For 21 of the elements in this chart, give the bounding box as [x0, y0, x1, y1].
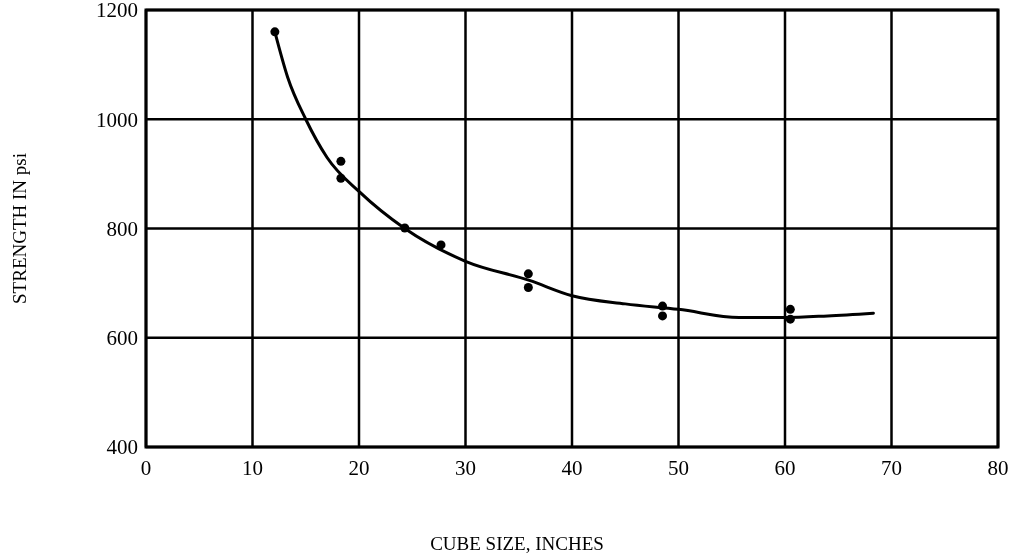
point [523, 269, 533, 279]
point [523, 283, 533, 292]
y-tick-label: 1000 [96, 107, 138, 132]
x-tick-label: 80 [987, 456, 1009, 480]
x-tick-label: 20 [348, 456, 370, 480]
x-tick-label: 10 [242, 456, 263, 480]
y-tick-label: 1200 [96, 0, 138, 23]
x-tick-label: 0 [140, 456, 152, 480]
y-tick-label: 400 [106, 435, 138, 460]
x-axis-title: CUBE SIZE, INCHES [430, 533, 604, 554]
x-tick-label: 50 [668, 456, 689, 480]
x-tick-label: 70 [881, 456, 902, 480]
x-tick-label: 60 [774, 456, 796, 480]
x-tick-label: 30 [455, 456, 476, 480]
y-axis-title: STRENGTH IN psi [9, 153, 30, 304]
point [336, 156, 346, 166]
y-tick-label: 600 [106, 326, 138, 351]
x-tick-label: 40 [561, 456, 583, 480]
y-tick-label: 800 [106, 216, 138, 241]
point [658, 311, 668, 321]
point [785, 304, 795, 314]
